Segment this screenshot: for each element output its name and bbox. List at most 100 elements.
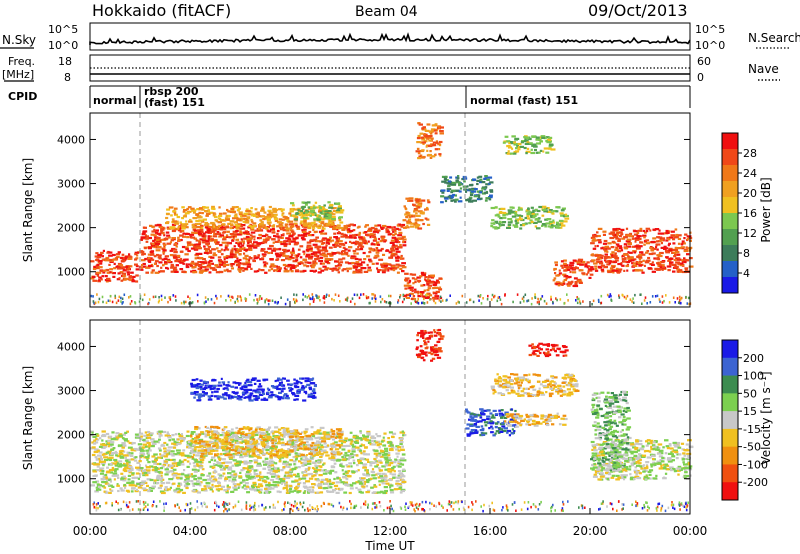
power-cell [105, 280, 109, 283]
power-cell [318, 259, 324, 263]
power-cell [377, 249, 383, 252]
power-cell [217, 256, 222, 259]
power-cell [635, 247, 641, 250]
velocity-cell [259, 488, 263, 491]
power-cell [354, 233, 359, 237]
power-cell [579, 300, 581, 303]
power-cell [346, 228, 351, 231]
power-cell [600, 260, 603, 263]
power-cell [299, 270, 305, 273]
power-cell [412, 203, 415, 206]
power-cell [272, 208, 276, 211]
power-cell [395, 250, 401, 253]
power-cell [215, 242, 219, 245]
power-cell [420, 271, 424, 274]
power-cell [336, 260, 339, 263]
power-cell [292, 208, 298, 211]
power-colorbar-swatch [722, 149, 738, 166]
power-cell [304, 211, 309, 214]
power-cell [223, 238, 227, 241]
power-cell [587, 271, 590, 274]
power-cell [116, 278, 121, 281]
power-cell [424, 276, 428, 279]
power-cell [659, 266, 664, 269]
power-cell [272, 241, 275, 244]
power-region [290, 201, 345, 221]
power-cell [644, 261, 650, 264]
nsky-frame [89, 22, 691, 51]
power-cell [602, 230, 607, 233]
power-cell [170, 239, 174, 242]
power-cell [211, 205, 215, 208]
power-cell [233, 248, 238, 251]
power-cell [661, 237, 666, 240]
power-cell [198, 264, 202, 268]
power-cell [319, 240, 324, 243]
power-cell [236, 233, 242, 236]
power-cell [451, 181, 456, 184]
power-cell [200, 267, 203, 270]
power-cell [377, 270, 380, 273]
velocity-cell [316, 469, 321, 472]
power-cell [459, 187, 463, 190]
power-cell [264, 262, 269, 265]
power-cell [423, 297, 425, 301]
power-cell [550, 221, 555, 224]
power-cell [456, 177, 460, 180]
power-cell [321, 226, 324, 229]
power-cell [479, 178, 483, 181]
power-cell [276, 229, 280, 233]
power-cell [559, 222, 564, 225]
power-cell [234, 216, 239, 219]
velocity-cell [355, 436, 359, 439]
power-cell [572, 259, 577, 262]
velocity-cell [209, 488, 213, 491]
power-cell [592, 299, 595, 303]
velocity-cell [225, 491, 229, 494]
power-cell [312, 260, 315, 263]
power-cell [543, 147, 549, 150]
power-cell [239, 267, 245, 270]
power-cell [276, 258, 280, 261]
power-cell [536, 142, 541, 145]
power-cell [658, 298, 661, 301]
power-cell [124, 256, 128, 259]
power-cell [120, 274, 124, 278]
power-cell [674, 253, 679, 256]
power-cell [243, 212, 249, 215]
power-cell [295, 299, 298, 303]
velocity-cell [399, 431, 403, 434]
power-cell [276, 232, 279, 235]
velocity-cell [263, 491, 267, 494]
velocity-cell [320, 454, 324, 457]
power-cell [487, 294, 489, 298]
power-cell [279, 252, 285, 255]
power-cell [262, 241, 268, 244]
velocity-cell [241, 480, 245, 484]
power-cell [676, 253, 681, 256]
power-cell [253, 244, 258, 247]
velocity-cell [166, 443, 169, 446]
power-cell [548, 136, 553, 139]
power-cell [280, 222, 284, 225]
power-cell [589, 273, 594, 276]
power-cell [418, 210, 423, 213]
power-cell [446, 188, 452, 191]
power-cell [280, 296, 282, 299]
velocity-cell [101, 430, 106, 433]
power-cell [588, 265, 591, 268]
power-cell [180, 257, 183, 261]
power-cell [416, 276, 421, 279]
velocity-cell [118, 460, 123, 463]
power-cell [108, 251, 113, 254]
power-cell [149, 250, 154, 254]
power-cell [205, 240, 210, 243]
power-cell [259, 219, 263, 222]
power-cell [238, 211, 243, 214]
power-cell [278, 218, 283, 221]
velocity-cell [268, 460, 274, 463]
power-cell [422, 126, 426, 129]
power-cell [541, 136, 545, 139]
power-cell [447, 180, 452, 183]
power-cell [476, 190, 481, 193]
